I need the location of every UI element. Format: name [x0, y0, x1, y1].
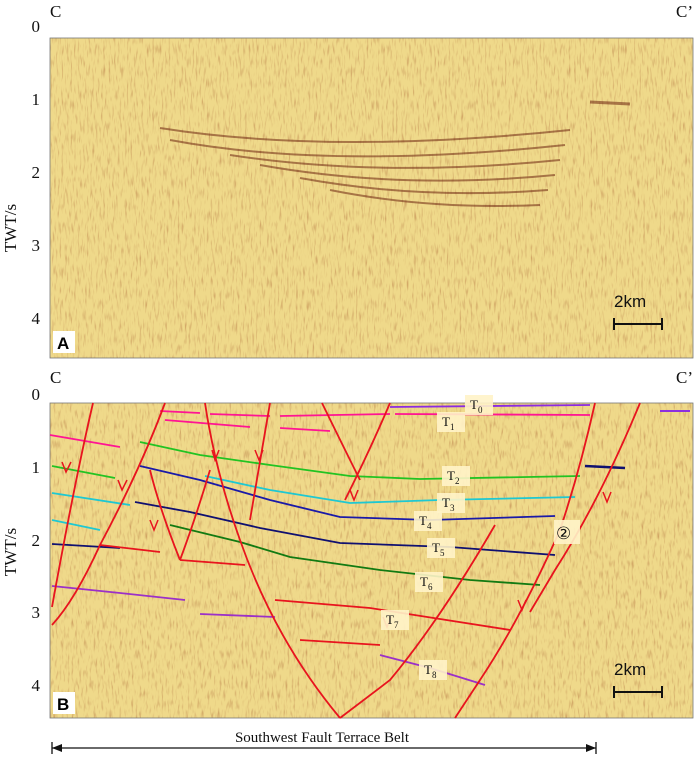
horizon-label-t6-sub: 6 [428, 582, 433, 592]
horizon-t5-line [134, 501, 556, 556]
horizon-label-t5: T5 [427, 538, 455, 558]
svg-text:T1: T1 [442, 414, 454, 432]
horizon-t3-line [204, 475, 576, 504]
svg-text:T4: T4 [419, 513, 432, 531]
panel-b-horizon-labels: T0 T1 T2 T3 T4 T5 [381, 395, 493, 680]
horizon-label-t7-base: T [386, 612, 394, 627]
panel-b-letter-box [53, 692, 75, 714]
horizon-label-t0-sub: 0 [478, 405, 483, 415]
panel-a-tick-0: 0 [32, 17, 41, 36]
panel-b: C C’ [1, 368, 694, 719]
panel-b-letter: B [57, 695, 69, 714]
horizon-label-t3: T3 [437, 493, 465, 513]
panel-a-tick-1: 1 [32, 90, 41, 109]
fault-terrace-belt-indicator: Southwest Fault Terrace Belt [51, 727, 597, 754]
horizon-t1-line [159, 410, 591, 417]
horizon-label-t3-sub: 3 [450, 503, 455, 513]
panel-b-tick-0: 0 [32, 385, 41, 404]
horizon-t4-line [139, 465, 556, 521]
svg-text:T6: T6 [420, 574, 433, 592]
panel-b-horizons [49, 404, 690, 686]
panel-b-tick-2: 2 [32, 531, 41, 550]
horizon-t6-line [169, 524, 541, 586]
panel-a-scale-label: 2km [614, 292, 646, 311]
panel-a-letter-box [53, 331, 75, 353]
horizon-label-t7-sub: 7 [394, 620, 399, 630]
horizon-label-t5-base: T [432, 540, 440, 555]
horizon-label-t5-sub: 5 [440, 548, 445, 558]
horizon-label-t6: T6 [415, 572, 443, 592]
svg-text:T7: T7 [386, 612, 399, 630]
panel-b-left-label: C [50, 368, 61, 387]
horizon-label-t4: T4 [414, 511, 442, 531]
panel-b-tick-3: 3 [32, 603, 41, 622]
horizon-label-t1-sub: 1 [450, 422, 455, 432]
horizon-label-t4-sub: 4 [427, 521, 432, 531]
panel-b-right-label: C’ [676, 368, 693, 387]
belt-label: Southwest Fault Terrace Belt [235, 730, 410, 746]
panel-a-left-label: C [50, 2, 61, 21]
panel-b-scale-bar [613, 686, 663, 698]
panel-b-faults [51, 402, 641, 719]
svg-text:T0: T0 [470, 397, 483, 415]
panel-a-tick-4: 4 [32, 309, 41, 328]
horizon-label-t4-base: T [419, 513, 427, 528]
panel-a: C C’ TWT/s 0 1 2 3 4 A 2km [1, 2, 694, 359]
panel-a-right-label: C’ [676, 2, 693, 21]
horizon-label-t6-base: T [420, 574, 428, 589]
horizon-label-t8-base: T [424, 662, 432, 677]
panel-b-tick-4: 4 [32, 676, 41, 695]
horizon-label-t8-sub: 8 [432, 670, 437, 680]
horizon-label-t0: T0 [465, 395, 493, 415]
horizon-label-t0-base: T [470, 397, 478, 412]
horizon-label-t7: T7 [381, 610, 409, 630]
horizon-label-t1: T1 [437, 412, 465, 432]
panel-b-tick-1: 1 [32, 458, 41, 477]
fault-number-label: ② [556, 524, 571, 543]
panel-b-scale-label: 2km [614, 660, 646, 679]
horizon-label-t2: T2 [442, 466, 470, 486]
horizon-label-t2-sub: 2 [455, 476, 460, 486]
panel-a-scale-bar [613, 318, 663, 330]
panel-a-letter: A [57, 334, 69, 353]
panel-a-tick-2: 2 [32, 163, 41, 182]
horizon-label-t8: T8 [419, 660, 447, 680]
horizon-label-t2-base: T [447, 468, 455, 483]
svg-text:T5: T5 [432, 540, 445, 558]
panel-b-seismic-section [50, 403, 693, 718]
panel-a-tick-3: 3 [32, 236, 41, 255]
svg-text:T8: T8 [424, 662, 437, 680]
horizon-label-t3-base: T [442, 495, 450, 510]
panel-a-y-axis-title: TWT/s [1, 204, 20, 252]
panel-b-y-axis-title: TWT/s [1, 528, 20, 576]
horizon-label-t1-base: T [442, 414, 450, 429]
svg-text:T3: T3 [442, 495, 455, 513]
panel-a-reflectors [159, 100, 631, 207]
svg-text:T2: T2 [447, 468, 459, 486]
